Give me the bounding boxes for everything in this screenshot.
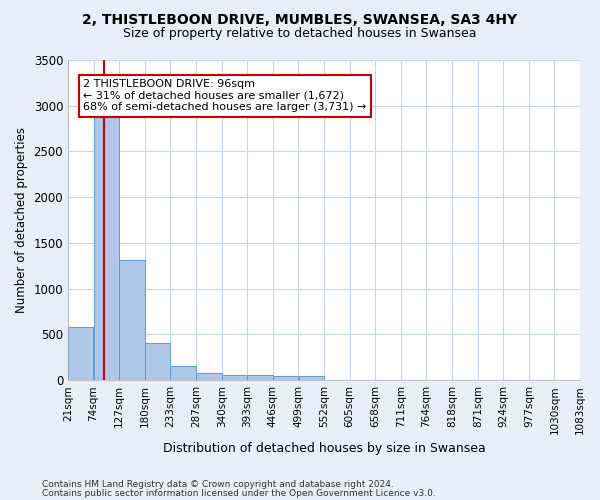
Bar	[196, 373, 222, 380]
Text: Size of property relative to detached houses in Swansea: Size of property relative to detached ho…	[123, 28, 477, 40]
Text: Contains public sector information licensed under the Open Government Licence v3: Contains public sector information licen…	[42, 489, 436, 498]
Bar	[170, 366, 196, 380]
Y-axis label: Number of detached properties: Number of detached properties	[15, 127, 28, 313]
Bar	[94, 114, 119, 380]
Bar	[119, 260, 145, 380]
Text: Contains HM Land Registry data © Crown copyright and database right 2024.: Contains HM Land Registry data © Crown c…	[42, 480, 394, 489]
Bar	[273, 376, 298, 380]
Bar	[145, 342, 170, 380]
Bar	[299, 376, 324, 380]
X-axis label: Distribution of detached houses by size in Swansea: Distribution of detached houses by size …	[163, 442, 485, 455]
Text: 2, THISTLEBOON DRIVE, MUMBLES, SWANSEA, SA3 4HY: 2, THISTLEBOON DRIVE, MUMBLES, SWANSEA, …	[82, 12, 518, 26]
Bar	[247, 374, 273, 380]
Bar	[222, 374, 247, 380]
Bar	[68, 327, 94, 380]
Text: 2 THISTLEBOON DRIVE: 96sqm
← 31% of detached houses are smaller (1,672)
68% of s: 2 THISTLEBOON DRIVE: 96sqm ← 31% of deta…	[83, 79, 367, 112]
